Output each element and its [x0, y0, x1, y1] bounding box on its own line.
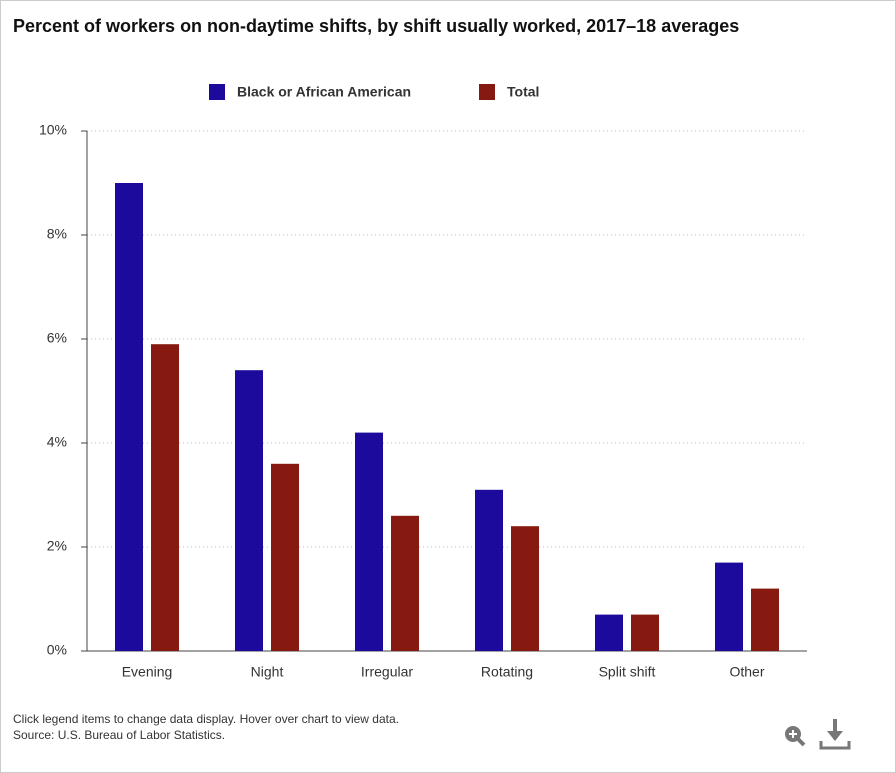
bar	[631, 614, 659, 651]
bar	[271, 463, 299, 651]
y-tick-label: 10%	[39, 122, 67, 138]
chart-title: Percent of workers on non-daytime shifts…	[13, 16, 740, 36]
y-tick-label: 6%	[47, 330, 67, 346]
x-tick-label: Irregular	[361, 664, 413, 680]
legend-swatch[interactable]	[209, 84, 225, 100]
y-tick-label: 8%	[47, 226, 67, 242]
legend-swatch[interactable]	[479, 84, 495, 100]
footnote: Click legend items to change data displa…	[13, 711, 399, 743]
y-tick-label: 2%	[47, 538, 67, 554]
bar	[151, 344, 179, 651]
x-tick-label: Rotating	[481, 664, 533, 680]
y-tick-label: 0%	[47, 642, 67, 658]
note: Click legend items to change data displa…	[13, 712, 399, 726]
bar	[355, 432, 383, 651]
zoom-icon[interactable]	[785, 726, 806, 747]
download-icon[interactable]	[819, 719, 851, 750]
bar	[115, 183, 143, 651]
x-tick-label: Split shift	[599, 664, 656, 680]
bar	[595, 614, 623, 651]
legend-label[interactable]: Total	[507, 84, 539, 100]
bar	[235, 370, 263, 651]
note: Source: U.S. Bureau of Labor Statistics.	[13, 728, 226, 742]
bar	[751, 588, 779, 651]
bar	[715, 562, 743, 651]
bar	[391, 515, 419, 651]
x-tick-label: Evening	[122, 664, 173, 680]
x-tick-label: Night	[251, 664, 284, 680]
x-tick-label: Other	[729, 664, 764, 680]
y-tick-label: 4%	[47, 434, 67, 450]
bar	[511, 526, 539, 651]
bar	[475, 489, 503, 651]
legend-label[interactable]: Black or African American	[237, 84, 411, 100]
